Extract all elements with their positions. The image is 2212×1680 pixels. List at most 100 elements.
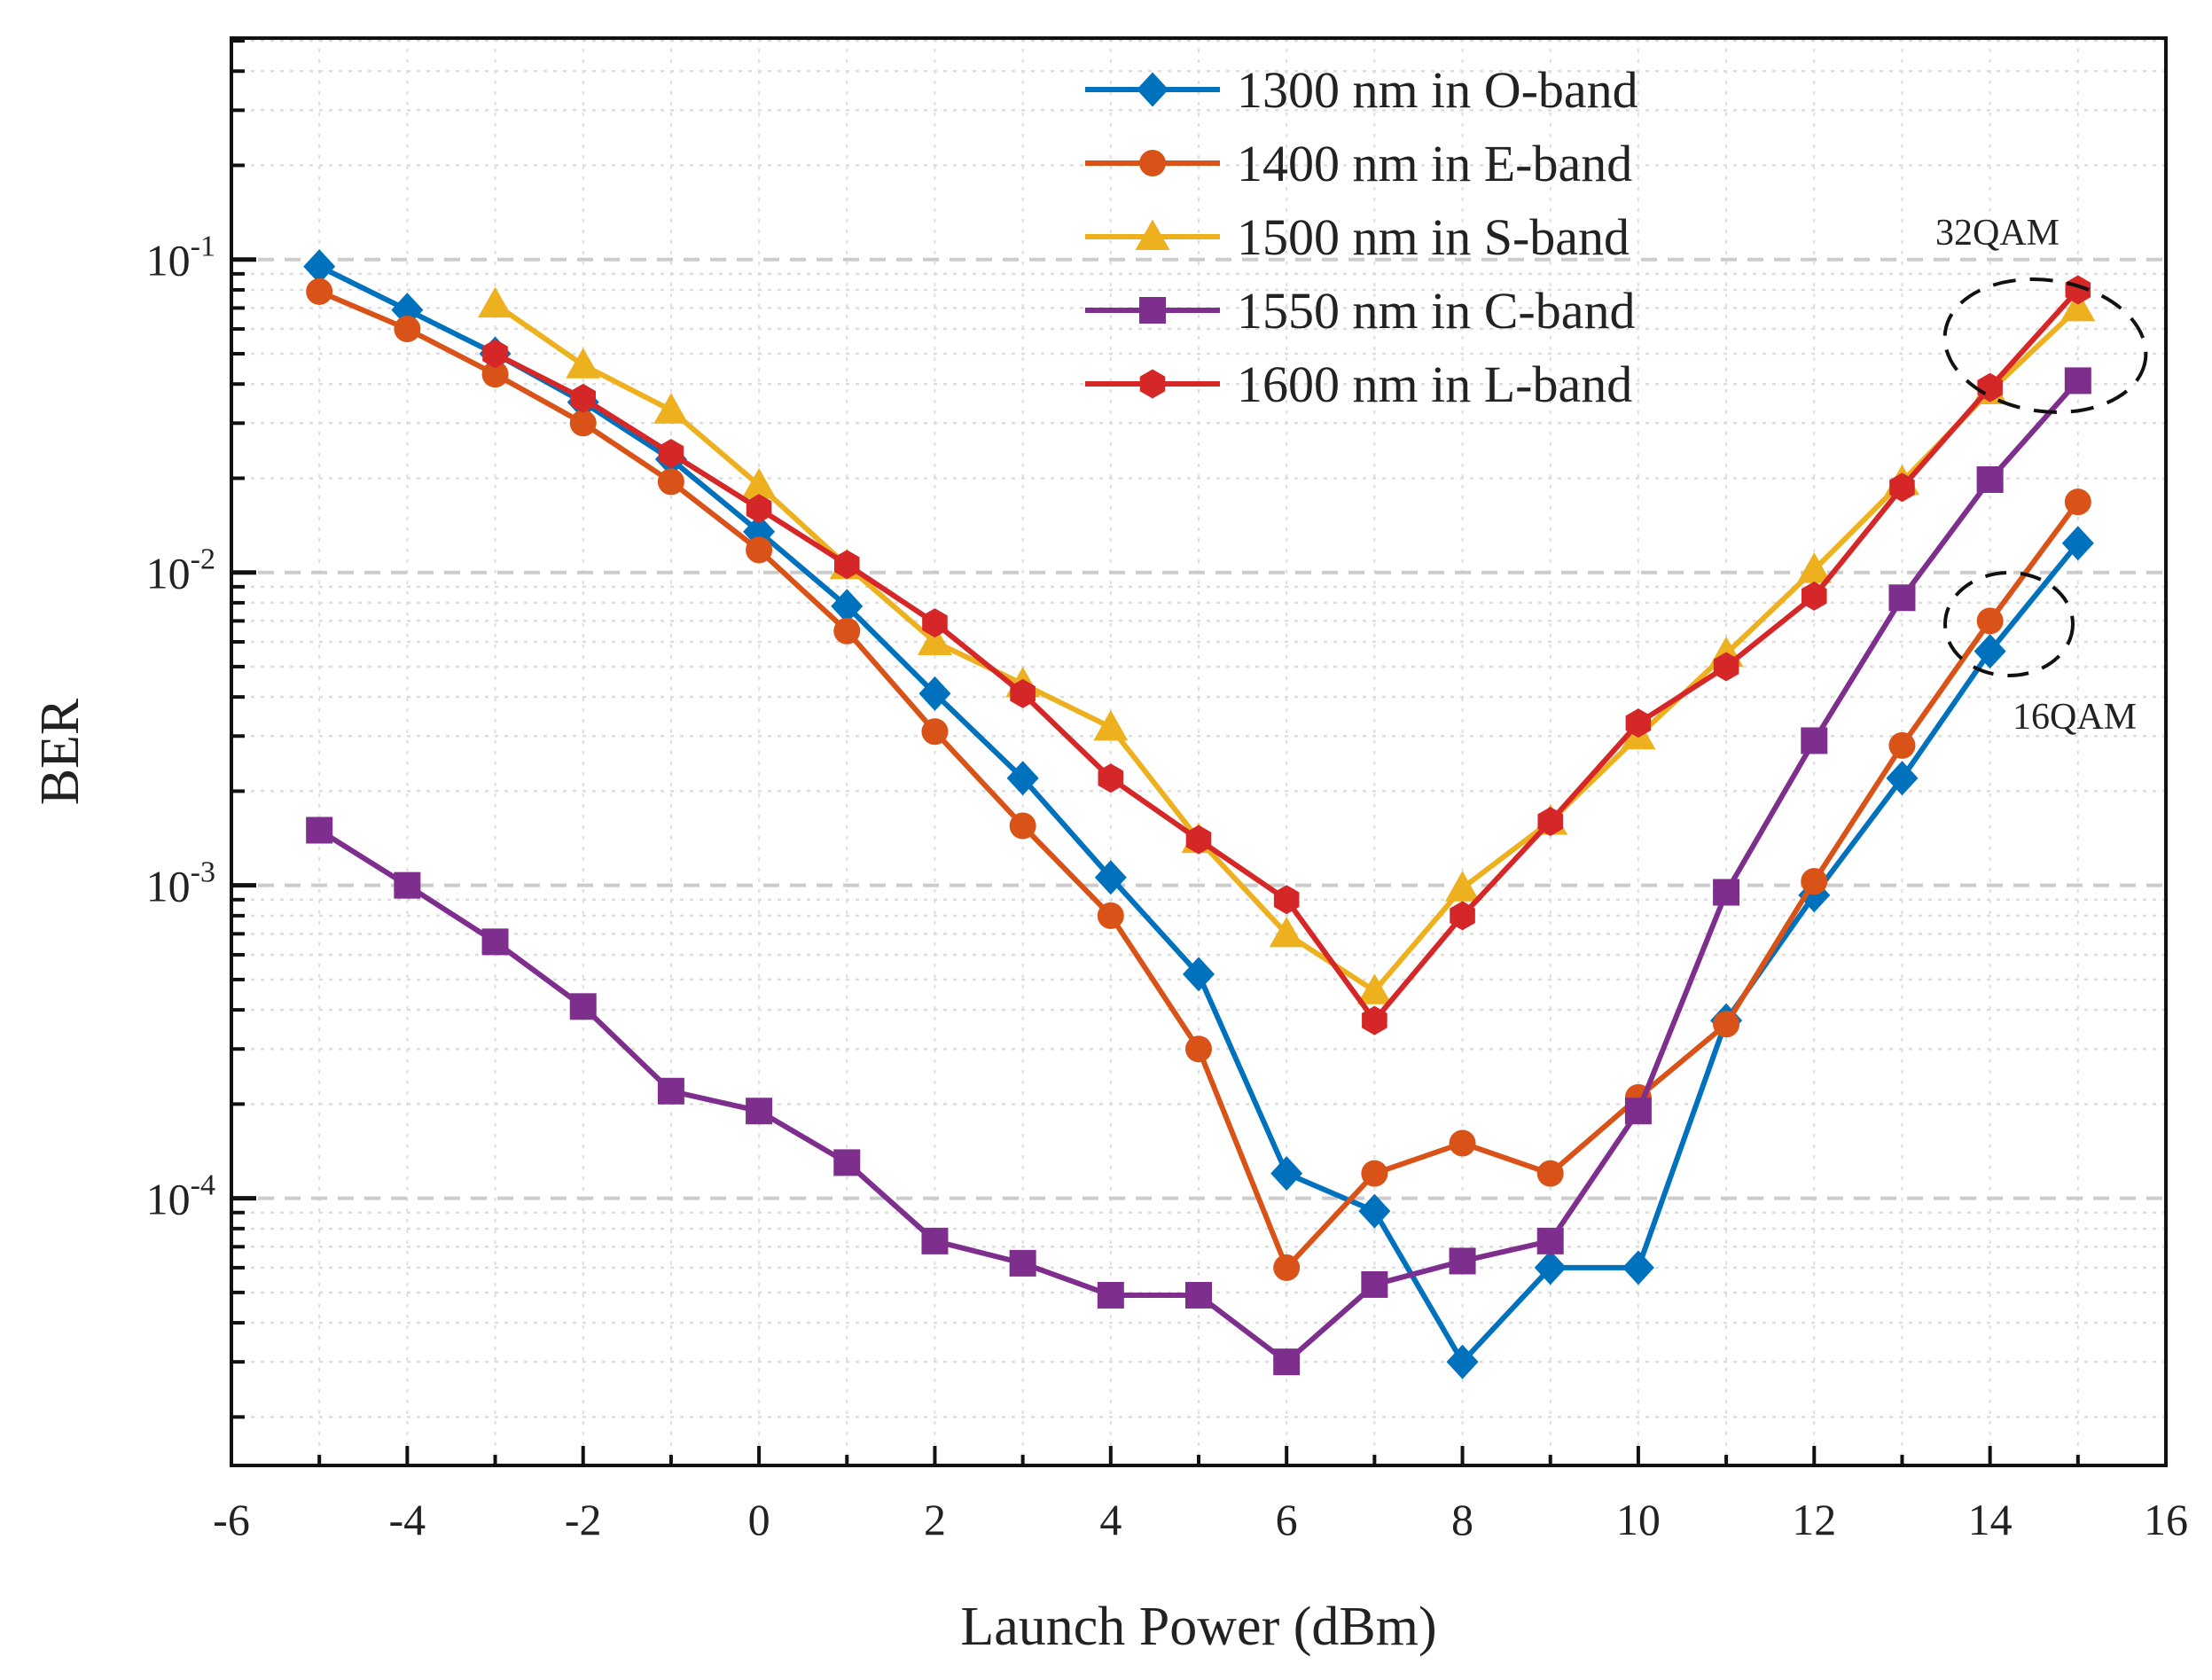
data-point xyxy=(918,676,951,711)
data-point xyxy=(833,550,860,580)
data-point xyxy=(481,928,509,956)
data-point xyxy=(1356,973,1392,1004)
data-point xyxy=(1449,1247,1476,1275)
x-tick-label: 0 xyxy=(748,1495,770,1544)
data-point xyxy=(1974,634,2006,669)
data-point xyxy=(746,494,772,524)
annotation-32qam-label: 32QAM xyxy=(1935,213,2060,254)
x-tick-label: -2 xyxy=(565,1495,602,1544)
data-point xyxy=(1976,465,2004,493)
data-point xyxy=(394,871,421,899)
data-point xyxy=(1009,1249,1036,1277)
data-point xyxy=(1006,761,1039,796)
legend-label: 1400 nm in E-band xyxy=(1237,135,1632,192)
ticks: -6 -4 -2 0 2 4 6 8 10 12 14 16 10-1 10-2 10-3 10-4 xyxy=(146,39,2188,1544)
legend-item: 1500 nm in S-band xyxy=(1085,208,1630,266)
legend-label: 1500 nm in S-band xyxy=(1237,208,1630,266)
data-point xyxy=(1536,1160,1564,1187)
data-point xyxy=(1534,1250,1567,1285)
data-point xyxy=(831,589,864,624)
data-point xyxy=(1185,1035,1212,1063)
annotation-16qam: 16QAM xyxy=(1943,571,2137,738)
data-point xyxy=(1888,584,1916,612)
data-point xyxy=(1801,868,1828,895)
legend-item: 1600 nm in L-band xyxy=(1085,356,1632,413)
data-point xyxy=(1269,916,1304,948)
data-point xyxy=(394,316,421,343)
data-point xyxy=(1097,902,1124,929)
data-point xyxy=(1888,731,1916,759)
legend-marker xyxy=(1135,219,1170,250)
data-point xyxy=(1446,1344,1479,1379)
data-point xyxy=(1010,678,1036,708)
data-point xyxy=(658,439,684,469)
data-point xyxy=(653,393,689,424)
data-point xyxy=(482,339,508,369)
legend-label: 1550 nm in C-band xyxy=(1237,282,1635,340)
y-tick-label: 10-4 xyxy=(146,1169,215,1224)
data-point xyxy=(1450,901,1475,931)
annotation-16qam-ellipse xyxy=(1943,571,2075,677)
data-point xyxy=(657,468,684,496)
data-point xyxy=(1449,1129,1476,1157)
legend-marker xyxy=(1139,369,1166,399)
y-tick-label: 10-3 xyxy=(146,856,215,911)
x-tick-label: -4 xyxy=(389,1495,426,1544)
y-axis-title: BER xyxy=(30,698,90,805)
legend-item: 1300 nm in O-band xyxy=(1085,61,1638,119)
data-point xyxy=(1273,1254,1301,1281)
x-tick-label: 16 xyxy=(2144,1495,2188,1544)
data-point xyxy=(921,1227,949,1254)
series-line xyxy=(318,289,2081,1270)
data-point xyxy=(306,277,333,305)
data-point xyxy=(833,617,861,645)
legend-item: 1550 nm in C-band xyxy=(1085,282,1635,340)
data-point xyxy=(1185,824,1212,855)
data-point xyxy=(1536,1227,1564,1254)
series-3 xyxy=(306,367,2091,1376)
x-tick-label: 6 xyxy=(1276,1495,1298,1544)
grid xyxy=(231,38,2166,1465)
annotation-16qam-label: 16QAM xyxy=(2013,697,2137,738)
data-point xyxy=(1009,812,1036,840)
legend-marker xyxy=(1139,297,1166,324)
legend-label: 1300 nm in O-band xyxy=(1237,61,1638,119)
x-tick-label: 2 xyxy=(924,1495,946,1544)
data-point xyxy=(1537,807,1564,837)
data-point xyxy=(746,1098,773,1125)
data-point xyxy=(833,1149,861,1176)
annotation-32qam: 32QAM xyxy=(1935,213,2148,414)
data-point xyxy=(657,1077,684,1105)
legend-marker xyxy=(1139,150,1166,176)
legend-marker xyxy=(1137,72,1169,107)
data-point xyxy=(1713,652,1739,682)
legend-item: 1400 nm in E-band xyxy=(1085,135,1632,192)
data-point xyxy=(2064,488,2091,516)
x-tick-label: 12 xyxy=(1792,1495,1836,1544)
data-point xyxy=(2061,526,2094,561)
data-point xyxy=(1713,879,1740,906)
series-layer xyxy=(303,249,2096,1379)
data-point xyxy=(741,467,777,499)
data-point xyxy=(1622,1250,1654,1285)
x-tick-label: -6 xyxy=(213,1495,250,1544)
data-point xyxy=(1624,1098,1652,1125)
data-point xyxy=(1976,607,2004,635)
data-point xyxy=(1097,1281,1124,1309)
data-point xyxy=(303,249,336,285)
y-tick-label: 10-2 xyxy=(146,543,215,598)
data-point xyxy=(1273,885,1300,915)
data-point xyxy=(481,361,509,388)
data-point xyxy=(2064,367,2091,395)
data-point xyxy=(1889,473,1915,503)
data-point xyxy=(917,624,952,656)
data-point xyxy=(746,536,773,564)
data-point xyxy=(1183,957,1215,992)
data-point xyxy=(1713,1011,1740,1038)
data-point xyxy=(1801,727,1828,754)
series-1 xyxy=(306,277,2091,1281)
data-point xyxy=(569,410,597,437)
data-point xyxy=(566,348,601,379)
data-point xyxy=(1361,1160,1388,1187)
